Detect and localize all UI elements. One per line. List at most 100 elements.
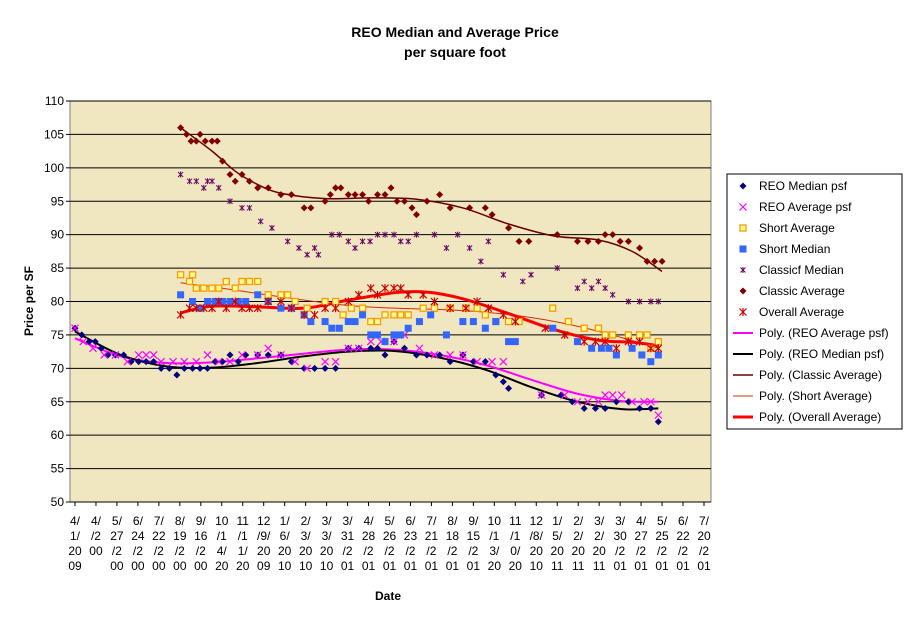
data-point [89, 344, 97, 353]
data-point [553, 231, 561, 239]
data-point [254, 184, 262, 192]
data-point [307, 204, 315, 212]
data-point [643, 257, 651, 265]
x-tick-label-line: 8/ [447, 514, 458, 528]
data-point [602, 285, 609, 292]
data-point [636, 298, 643, 305]
x-tick-label-line: 6/ [678, 514, 689, 528]
legend-item: Poly. (REO Average psf) [733, 326, 889, 340]
x-tick-label-line: /2 [175, 544, 185, 558]
data-point [359, 238, 366, 245]
data-point [415, 318, 423, 326]
legend-label: Short Average [759, 221, 835, 235]
data-point [481, 358, 489, 366]
data-point [481, 324, 489, 332]
data-point [625, 298, 632, 305]
x-tick-label-line: /2 [91, 529, 101, 543]
x-tick-label: 5/26/201 [383, 514, 397, 573]
legend-label: Short Median [759, 242, 830, 256]
x-tick-label-line: 20 [320, 544, 334, 558]
data-point [739, 287, 747, 295]
data-point [277, 191, 285, 199]
data-point [192, 304, 201, 313]
x-tick-label-line: 11 [572, 559, 585, 573]
data-point [234, 298, 242, 305]
legend-item: Classicf Median [740, 263, 844, 277]
data-point [488, 211, 496, 219]
data-point [347, 304, 355, 312]
x-tick-label-line: /2 [447, 544, 457, 558]
data-point [177, 171, 184, 178]
data-point [560, 391, 569, 399]
x-axis-title: Date [375, 589, 401, 603]
x-tick-label-line: /2 [405, 544, 415, 558]
series-points [177, 171, 662, 305]
data-point [227, 198, 233, 205]
data-point [189, 298, 197, 305]
data-point [443, 245, 450, 252]
data-point [326, 191, 334, 199]
data-point [287, 304, 296, 313]
x-tick-label: 6/23/201 [404, 514, 418, 573]
data-point [176, 271, 185, 279]
data-point [231, 297, 240, 306]
data-point [390, 337, 398, 346]
data-point [515, 237, 523, 245]
data-point [254, 291, 262, 299]
data-point [400, 344, 408, 352]
x-tick-label-line: 01 [467, 559, 481, 573]
data-point [594, 397, 603, 406]
legend-item: Poly. (REO Median psf) [733, 347, 884, 361]
x-tick-label: 8/18/201 [446, 514, 460, 573]
data-point [304, 251, 310, 258]
data-point [291, 297, 299, 306]
x-tick-label-line: 6/ [405, 514, 416, 528]
y-tick-label: 85 [51, 261, 65, 275]
data-point [208, 284, 216, 292]
x-tick-label: 7/21/201 [425, 514, 439, 573]
legend-label: Classicf Median [759, 263, 844, 277]
data-point [404, 324, 412, 332]
x-tick-label-line: 01 [613, 559, 627, 573]
x-tick-label-line: 20 [551, 544, 565, 558]
data-point [404, 311, 412, 319]
data-point [245, 277, 254, 286]
data-point [609, 291, 616, 298]
data-point [584, 237, 592, 245]
x-tick-label-line: /2 [678, 544, 688, 558]
x-tick-label-line: 1/ [280, 514, 291, 528]
data-point [188, 271, 197, 279]
data-point [226, 357, 234, 366]
legend-item: Short Average [739, 221, 835, 235]
data-point [344, 344, 353, 353]
data-point [461, 304, 470, 313]
data-point [436, 191, 444, 199]
data-point [321, 304, 330, 313]
data-point [382, 231, 388, 238]
data-point [331, 357, 340, 366]
data-point [157, 364, 165, 372]
data-point [442, 331, 450, 339]
data-point [203, 351, 212, 359]
y-tick-label: 90 [51, 228, 65, 242]
x-tick-label-line: 09 [257, 559, 271, 573]
x-tick-label-line: /1 [489, 529, 499, 543]
data-point [234, 358, 242, 366]
data-point [321, 197, 329, 205]
data-point [390, 311, 398, 319]
data-point [303, 304, 311, 312]
data-point [239, 204, 245, 211]
x-tick-label-line: 19 [173, 529, 187, 543]
data-point [111, 351, 120, 359]
y-tick-label: 75 [51, 328, 65, 342]
data-point [617, 391, 626, 399]
data-point [390, 284, 398, 293]
data-point [142, 358, 150, 366]
data-point [200, 184, 207, 191]
data-point [142, 351, 151, 359]
x-tick-label-line: 20 [509, 559, 523, 573]
data-point [499, 357, 508, 366]
data-point [373, 290, 382, 299]
x-tick-label: 11/10/20 [509, 514, 523, 573]
data-point [300, 310, 309, 319]
